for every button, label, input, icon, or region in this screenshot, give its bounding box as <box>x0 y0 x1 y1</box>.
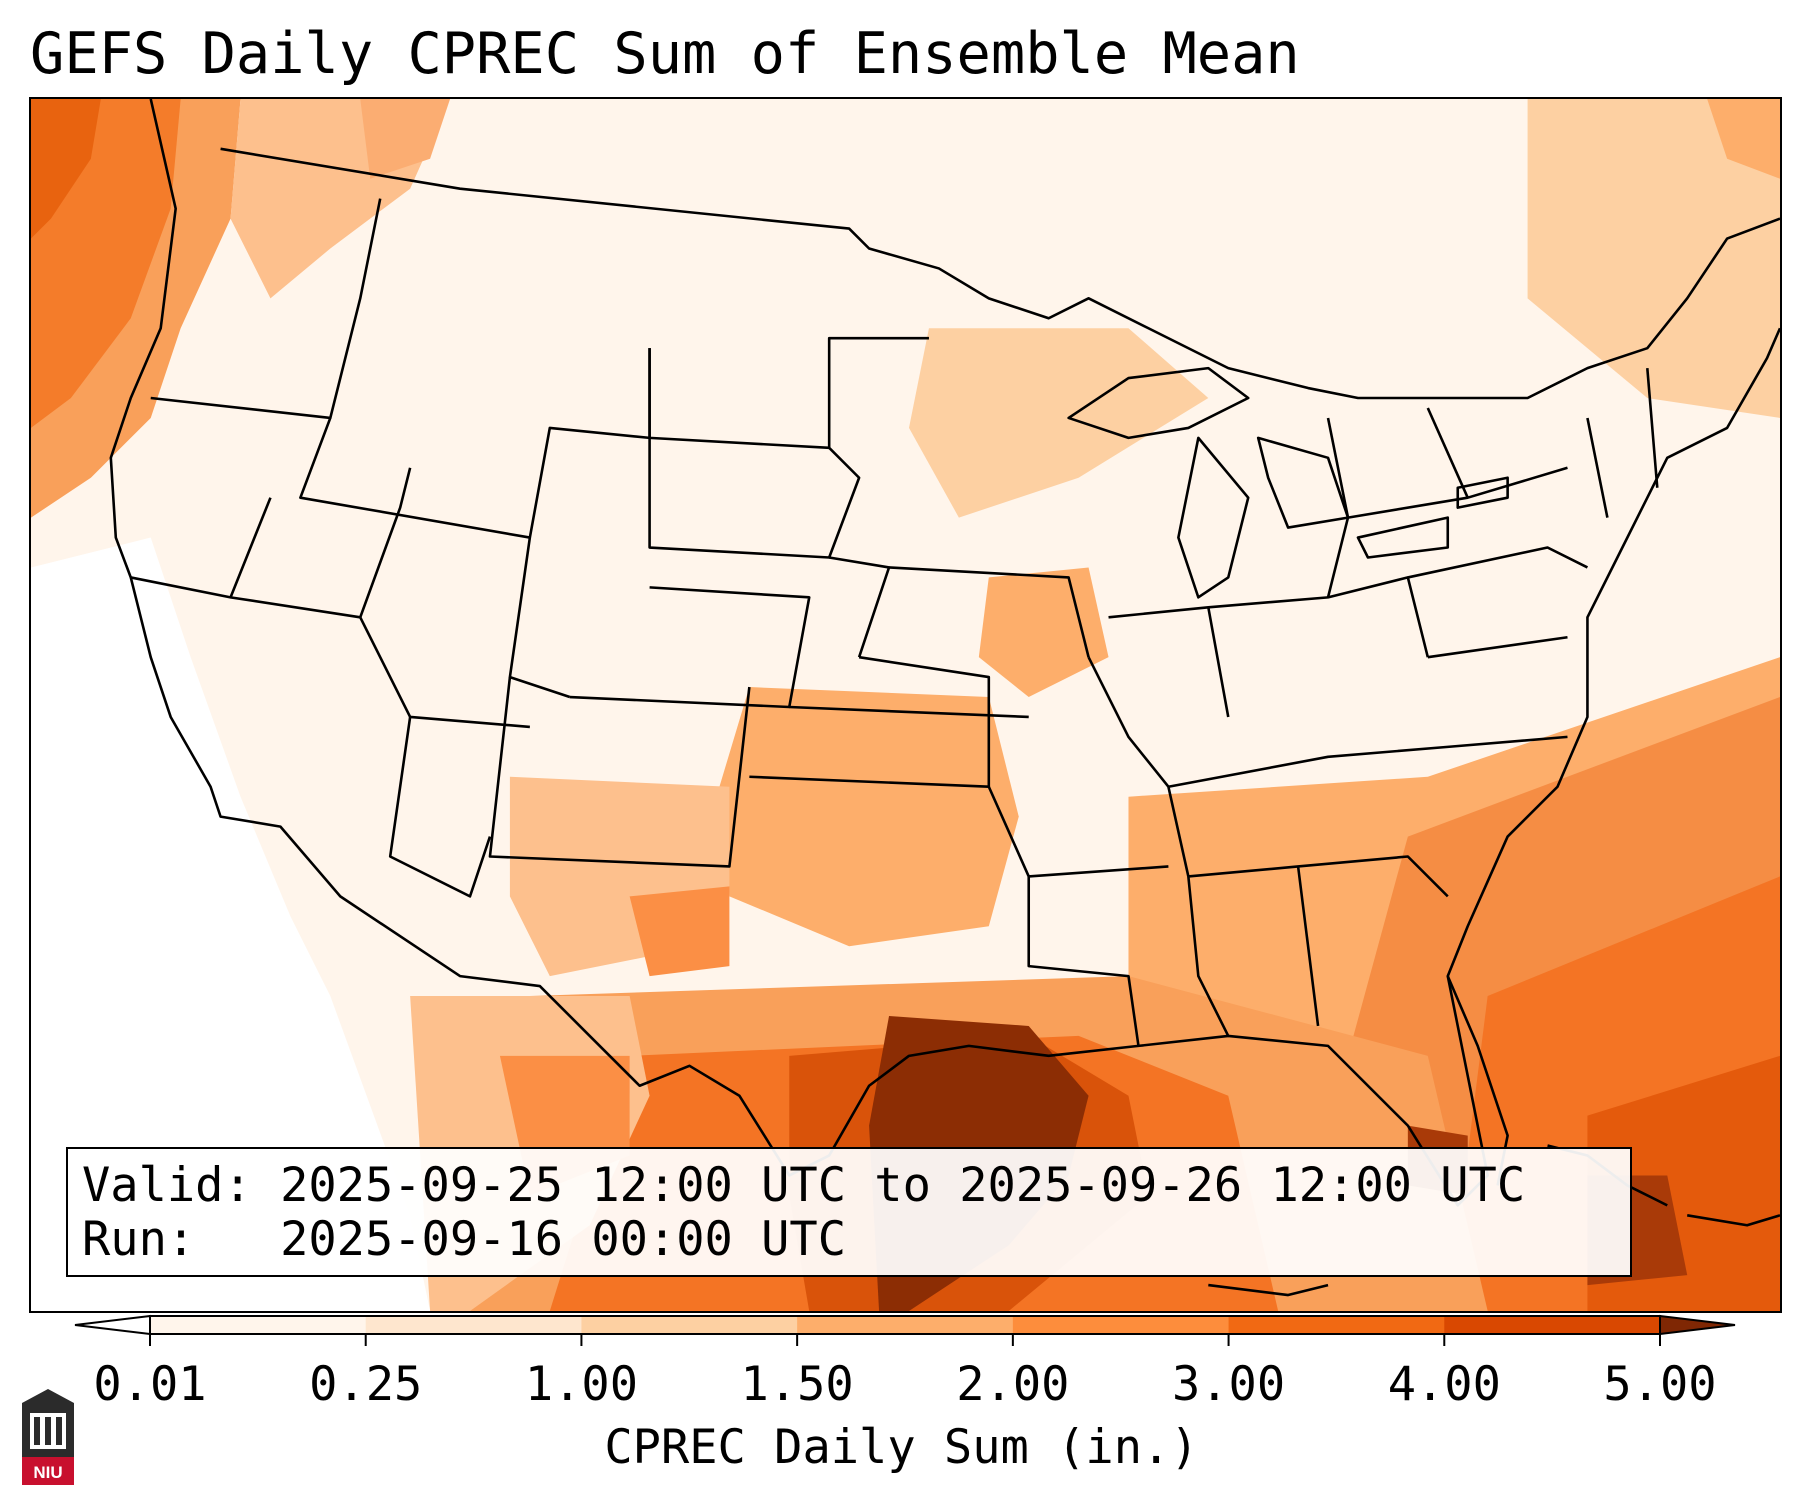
niu-logo-text: NIU <box>33 1463 62 1482</box>
colorbar-label: CPREC Daily Sum (in.) <box>604 1420 1199 1475</box>
precipitation-map <box>29 97 1782 1313</box>
state-boundaries <box>109 99 1780 1297</box>
valid-time-line: Valid: 2025-09-25 12:00 UTC to 2025-09-2… <box>82 1158 1526 1213</box>
colorbar-segment <box>1012 1316 1230 1334</box>
colorbar: 0.01 0.25 1.00 1.50 2.00 3.00 4.00 5.00 <box>74 1314 1736 1412</box>
validity-info-box: Valid: 2025-09-25 12:00 UTC to 2025-09-2… <box>66 1147 1632 1277</box>
colorbar-tick-label: 1.50 <box>741 1357 854 1412</box>
run-time-line: Run: 2025-09-16 00:00 UTC <box>82 1212 847 1267</box>
niu-logo-icon: NIU <box>22 1389 74 1485</box>
colorbar-segment <box>581 1316 798 1334</box>
colorbar-segment <box>365 1316 582 1334</box>
page-title: GEFS Daily CPREC Sum of Ensemble Mean <box>30 21 1300 87</box>
colorbar-segment <box>1444 1316 1661 1334</box>
colorbar-segment <box>150 1316 367 1334</box>
colorbar-outline <box>149 1315 1661 1335</box>
colorbar-segment <box>797 1316 1014 1334</box>
colorbar-tick-label: 2.00 <box>956 1357 1069 1412</box>
colorbar-under-extend <box>74 1314 151 1336</box>
colorbar-tick-label: 4.00 <box>1388 1357 1501 1412</box>
colorbar-tick-label: 5.00 <box>1603 1357 1716 1412</box>
colorbar-tick-label: 0.25 <box>309 1357 422 1412</box>
colorbar-tick-label: 1.00 <box>525 1357 638 1412</box>
colorbar-segment <box>1228 1316 1445 1334</box>
colorbar-over-extend <box>1659 1314 1736 1336</box>
colorbar-tick-label: 0.01 <box>93 1357 206 1412</box>
colorbar-tick-label: 3.00 <box>1172 1357 1285 1412</box>
